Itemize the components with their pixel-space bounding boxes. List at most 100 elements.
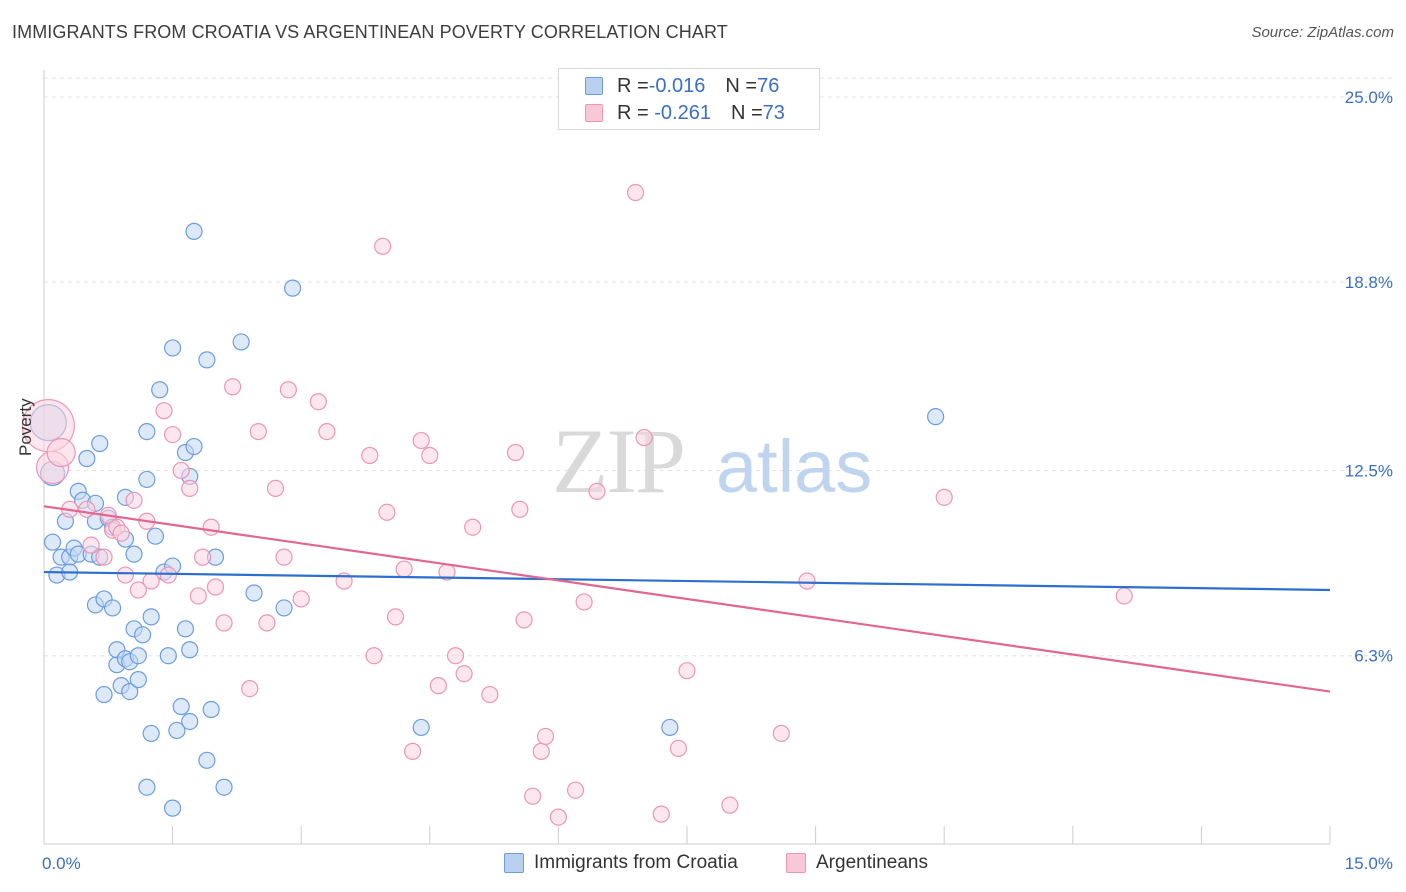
argentinean-point — [532, 742, 550, 760]
argentinean-point — [798, 572, 816, 590]
watermark-zip: ZIP — [552, 410, 684, 512]
argentinean-point — [142, 572, 160, 590]
croatia-point — [661, 718, 679, 737]
argentinean-point — [481, 685, 499, 704]
croatia-point — [125, 545, 143, 563]
bottom-legend-label-croatia: Immigrants from Croatia — [534, 852, 738, 873]
croatia-point — [129, 671, 147, 689]
argentinean-point — [159, 566, 177, 584]
argentinean-point — [361, 446, 379, 465]
x-tick-label-end: 15.0% — [1345, 854, 1393, 873]
croatia-point — [78, 449, 96, 468]
legend-swatch-croatia — [585, 77, 603, 95]
croatia-point — [138, 778, 156, 796]
bottom-legend-croatia: Immigrants from Croatia — [504, 852, 738, 874]
watermark-atlas: atlas — [716, 425, 872, 508]
argentinean-point — [95, 548, 113, 566]
croatia-point — [146, 527, 165, 545]
argentinean-point — [125, 491, 143, 509]
argentinean-point — [386, 608, 405, 626]
argentinean-point — [181, 479, 199, 497]
bottom-legend-swatch-croatia — [504, 853, 524, 873]
argentinean-point — [164, 425, 182, 444]
argentinean-point — [78, 500, 96, 518]
argentinean-point — [194, 548, 212, 566]
croatia-point — [245, 584, 263, 602]
y-tick-label: 18.8% — [1345, 273, 1393, 292]
croatia-point — [202, 700, 220, 719]
argentinean-point — [318, 422, 336, 441]
argentinean-point — [669, 739, 688, 757]
argentinean-point — [772, 724, 790, 743]
argentinean-point — [215, 614, 233, 632]
legend-row-argentinean: R = -0.261 N = 73 — [585, 100, 785, 126]
croatia-point — [164, 799, 182, 817]
argentinean-point — [116, 566, 135, 584]
argentinean-point — [412, 431, 430, 450]
argentinean-point — [429, 677, 447, 695]
legend-row-croatia: R = -0.016 N = 76 — [585, 73, 779, 99]
y-tick-label: 6.3% — [1354, 647, 1393, 666]
croatia-point — [172, 697, 190, 716]
gridlines — [44, 77, 1392, 657]
croatia-point — [43, 533, 62, 551]
croatia-point — [151, 381, 169, 399]
legend-n-label: N = — [725, 74, 758, 97]
argentinean-point — [536, 727, 555, 746]
croatia-point — [168, 721, 186, 740]
croatia-point — [185, 222, 203, 240]
argentinean-point — [446, 647, 465, 665]
croatia-point — [284, 279, 302, 297]
argentinean-point — [506, 443, 525, 462]
argentinean-point — [421, 446, 439, 465]
argentinean-point — [189, 587, 207, 605]
argentinean-trend-line — [43, 505, 1331, 693]
croatia-point — [142, 724, 160, 743]
argentinean-point — [588, 482, 606, 500]
argentinean-point — [721, 796, 739, 814]
croatia-point — [164, 339, 182, 357]
axes — [43, 70, 1331, 845]
argentinean-point — [172, 461, 190, 480]
y-tick-label: 12.5% — [1345, 461, 1393, 480]
argentinean-point — [202, 518, 220, 536]
tick-labels: 6.3% 12.5% 18.8% 25.0% 0.0% 15.0% — [42, 88, 1393, 873]
legend-box: R = -0.016 N = 76 R = -0.261 N = 73 — [558, 68, 820, 130]
argentinean-point — [82, 536, 100, 554]
croatia-point — [142, 608, 160, 626]
bottom-legend-label-argentinean: Argentineans — [816, 852, 928, 873]
chart-title: IMMIGRANTS FROM CROATIA VS ARGENTINEAN P… — [12, 22, 728, 42]
croatia-point — [232, 333, 250, 351]
argentinean-point — [129, 581, 147, 599]
trend-lines — [43, 505, 1331, 693]
legend-n-label: N = — [730, 101, 763, 124]
argentinean-point — [112, 524, 130, 542]
argentinean-point — [395, 560, 413, 578]
croatia-point — [95, 685, 113, 704]
argentinean-point — [652, 805, 670, 823]
argentinean-point — [549, 808, 568, 826]
argentinean-point — [464, 518, 482, 536]
croatia-point — [215, 778, 233, 796]
croatia-point — [198, 351, 216, 369]
croatia-point — [181, 712, 199, 731]
argentinean-point — [258, 614, 276, 632]
argentinean-point — [224, 378, 242, 396]
argentinean-point — [515, 611, 533, 629]
argentinean-point — [455, 665, 473, 683]
croatia-point — [412, 718, 430, 737]
croatia-point — [176, 620, 195, 638]
argentinean-point — [935, 488, 953, 506]
y-axis-label: Poverty — [16, 398, 35, 456]
argentinean-points — [21, 183, 1133, 826]
argentinean-point — [511, 500, 529, 518]
croatia-points — [29, 222, 945, 817]
argentinean-point — [365, 647, 383, 665]
argentinean-point — [378, 503, 396, 521]
argentinean-point — [46, 437, 76, 468]
argentinean-point — [1115, 587, 1133, 605]
argentinean-point — [678, 662, 696, 680]
bottom-legend-swatch-argentinean — [786, 853, 806, 873]
croatia-trend-line — [43, 570, 1331, 592]
